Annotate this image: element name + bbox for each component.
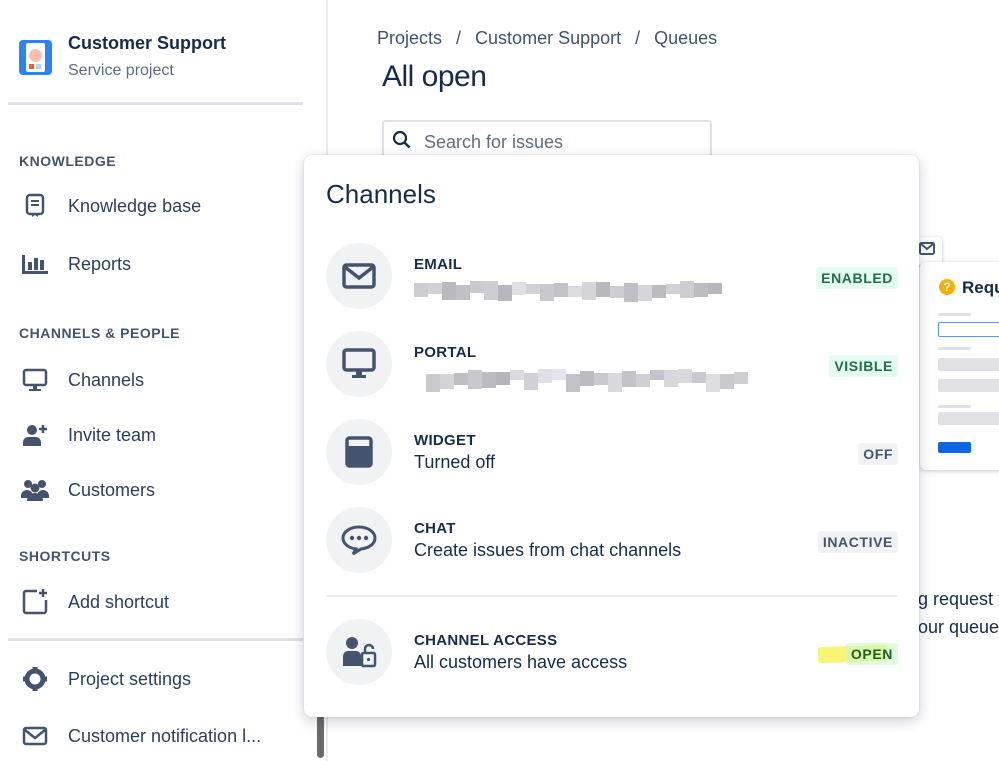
widget-icon xyxy=(326,419,392,485)
sidebar-item-channels[interactable]: Channels xyxy=(0,360,310,400)
sidebar: Customer Support Service project KNOWLED… xyxy=(0,0,328,761)
breadcrumb-projects[interactable]: Projects xyxy=(377,28,443,48)
sidebar-item-add-shortcut[interactable]: Add shortcut xyxy=(0,582,310,622)
channel-row-chat[interactable]: CHAT Create issues from chat channels IN… xyxy=(326,507,898,573)
breadcrumb-customer-support[interactable]: Customer Support xyxy=(475,28,622,48)
monitor-icon xyxy=(0,368,68,392)
status-badge: OFF xyxy=(858,443,898,465)
add-shortcut-icon xyxy=(0,588,68,616)
sidebar-scrollbar[interactable] xyxy=(317,700,324,758)
section-channels-people: CHANNELS & PEOPLE xyxy=(19,325,180,341)
popup-title: Channels xyxy=(326,179,436,209)
channel-row-widget[interactable]: WIDGET Turned off OFF xyxy=(326,419,898,485)
sidebar-item-label: Customer notification l... xyxy=(68,725,262,746)
people-group-icon xyxy=(0,478,68,502)
sidebar-item-reports[interactable]: Reports xyxy=(0,244,310,284)
sidebar-item-label: Knowledge base xyxy=(68,195,202,216)
email-icon xyxy=(326,243,392,309)
sidebar-item-label: Channels xyxy=(68,369,145,390)
sidebar-item-project-settings[interactable]: Project settings xyxy=(0,659,310,699)
sidebar-item-customers[interactable]: Customers xyxy=(0,470,310,510)
bar-chart-icon xyxy=(0,253,68,275)
background-text: g request xyxy=(918,589,994,609)
email-icon xyxy=(0,726,68,746)
channel-row-channel-access[interactable]: CHANNEL ACCESS All customers have access… xyxy=(326,619,898,685)
sidebar-item-label: Invite team xyxy=(68,424,157,445)
project-subtitle: Service project xyxy=(68,62,174,79)
divider xyxy=(8,638,303,641)
gear-icon xyxy=(0,666,68,692)
status-badge: VISIBLE xyxy=(829,355,898,377)
email-icon xyxy=(919,242,935,260)
channel-title: PORTAL xyxy=(414,344,477,361)
channel-title: CHAT xyxy=(414,520,456,537)
sidebar-item-label: Project settings xyxy=(68,668,192,689)
breadcrumb: Projects / Customer Support / Queues xyxy=(377,28,718,48)
redacted-portal-url xyxy=(426,369,748,392)
channel-subtitle: All customers have access xyxy=(414,652,628,672)
redacted-email-address xyxy=(414,281,722,303)
knowledge-base-icon xyxy=(0,193,68,219)
channel-title: CHANNEL ACCESS xyxy=(414,632,558,649)
project-title[interactable]: Customer Support xyxy=(68,33,227,53)
background-text: our queue xyxy=(918,617,999,637)
section-knowledge: KNOWLEDGE xyxy=(19,153,117,169)
sidebar-item-invite-team[interactable]: Invite team xyxy=(0,415,310,455)
status-badge: INACTIVE xyxy=(817,531,898,553)
divider xyxy=(8,102,303,105)
channel-row-portal[interactable]: PORTAL VISIBLE xyxy=(326,331,898,397)
search-icon xyxy=(392,130,412,155)
help-icon: ? xyxy=(939,279,955,295)
sidebar-item-label: Customers xyxy=(68,479,156,500)
channel-subtitle: Create issues from chat channels xyxy=(414,540,682,560)
status-badge: ENABLED xyxy=(816,267,898,289)
channel-title: EMAIL xyxy=(414,256,463,273)
request-form-preview: ? Requ xyxy=(920,262,999,470)
channel-row-email[interactable]: EMAIL ENABLED xyxy=(326,243,898,309)
sidebar-item-customer-notifications[interactable]: Customer notification l... xyxy=(0,716,310,756)
sidebar-item-label: Reports xyxy=(68,253,132,274)
page-title: All open xyxy=(382,60,487,93)
breadcrumb-queues[interactable]: Queues xyxy=(654,28,718,48)
channel-title: WIDGET xyxy=(414,432,476,449)
person-add-icon xyxy=(0,423,68,447)
status-badge: OPEN xyxy=(845,643,898,665)
section-shortcuts: SHORTCUTS xyxy=(19,548,111,564)
search-input[interactable] xyxy=(424,131,684,153)
card-heading: Requ xyxy=(962,278,999,297)
channel-subtitle: Turned off xyxy=(414,452,496,472)
chat-icon xyxy=(326,507,392,573)
person-unlock-icon xyxy=(326,619,392,685)
sidebar-item-knowledge-base[interactable]: Knowledge base xyxy=(0,186,310,226)
channels-popup: Channels EMAIL ENABLED PORTAL VISIBLE WI… xyxy=(304,155,919,717)
divider xyxy=(326,595,898,597)
project-avatar xyxy=(19,40,52,75)
sidebar-item-label: Add shortcut xyxy=(68,591,170,612)
monitor-icon xyxy=(326,331,392,397)
